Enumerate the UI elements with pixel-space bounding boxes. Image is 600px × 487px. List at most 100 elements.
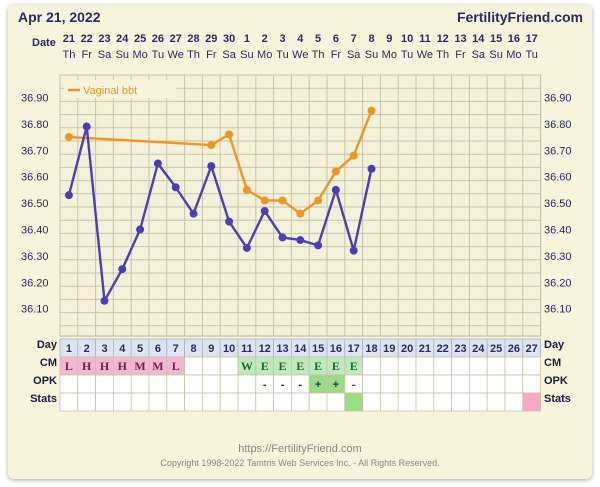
data-point-orange: [242, 185, 251, 194]
data-point-orange: [314, 196, 323, 205]
date-tick-label: 17: [526, 33, 538, 45]
day-number: 22: [437, 343, 449, 355]
opk-cell: [130, 374, 150, 394]
data-point-purple: [118, 265, 127, 274]
stats-cell: [451, 392, 470, 412]
cm-value: M: [134, 359, 145, 373]
day-number: 7: [173, 343, 179, 355]
date-tick-label: 30: [223, 33, 235, 45]
opk-cell: [184, 374, 203, 394]
date-row-label: Date: [32, 37, 56, 49]
data-point-orange: [278, 196, 287, 205]
stats-cell: [77, 392, 97, 412]
cm-cell: [468, 356, 488, 376]
stats-cell: [308, 392, 328, 412]
plot-area: 36.90 36.90 36.80 36.80 36.70 36.70 36.60 36.60…: [21, 74, 572, 337]
weekday-label: Fr: [206, 49, 217, 61]
cm-value: E: [296, 359, 304, 373]
data-point-purple: [260, 207, 269, 216]
y-tick-label-left: 36.50: [21, 198, 49, 210]
site-name: FertilityFriend.com: [457, 9, 583, 25]
weekday-label: Tu: [276, 49, 288, 61]
day-number: 1: [66, 343, 72, 355]
opk-value: +: [333, 379, 339, 391]
opk-cell: [59, 374, 79, 394]
cm-cell: [379, 356, 399, 376]
date-tick-label: 25: [134, 33, 146, 45]
day-number: 25: [490, 343, 502, 355]
day-number: 8: [190, 343, 196, 355]
data-point-purple: [136, 225, 145, 234]
weekday-label: Sa: [98, 49, 112, 61]
data-point-purple: [367, 164, 376, 173]
opk-cell: [522, 374, 541, 394]
day-number: 24: [472, 343, 485, 355]
stats-cell: [59, 392, 79, 412]
opk-value: -: [298, 379, 302, 391]
series-line-purple: [67, 125, 373, 302]
day-number: 2: [84, 343, 90, 355]
date-tick-label: 22: [81, 33, 93, 45]
weekday-label: Sa: [472, 49, 486, 61]
date-columns: 21Th22Fr23Sa24Su25Mo26Tu27We28Th29Fr30Sa…: [62, 33, 537, 61]
day-number: 11: [241, 343, 253, 355]
date-tick-label: 7: [351, 33, 357, 45]
opk-cell: [113, 374, 132, 394]
y-tick-label-left: 36.90: [21, 93, 49, 105]
data-point-purple: [349, 246, 358, 255]
cm-cell: [201, 356, 221, 376]
data-point-orange: [64, 133, 73, 142]
data-point-orange: [349, 151, 358, 160]
data-point-purple: [331, 185, 340, 194]
data-point-purple: [153, 159, 162, 168]
weekday-label: We: [292, 49, 308, 61]
day-number: 23: [454, 343, 466, 355]
y-tick-label-right: 36.30: [544, 251, 572, 263]
day-number: 21: [419, 343, 431, 355]
date-tick-label: 21: [63, 33, 75, 45]
cm-cell: [486, 356, 506, 376]
opk-cell: [237, 374, 257, 394]
stats-cell: [397, 392, 417, 412]
cm-value: W: [241, 359, 253, 373]
stats-cell: [113, 392, 132, 412]
day-number: 6: [155, 343, 161, 355]
weekday-label: Sa: [347, 49, 361, 61]
y-tick-label-right: 36.80: [544, 119, 572, 131]
opk-value: -: [263, 379, 267, 391]
stats-cell: [201, 392, 221, 412]
opk-row-label: OPK: [33, 375, 57, 387]
date-tick-label: 14: [472, 33, 485, 45]
stats-cell: [219, 392, 239, 412]
stats-cell: [166, 392, 186, 412]
opk-cell: [148, 374, 168, 394]
data-point-purple: [278, 233, 287, 242]
cm-cell: [184, 356, 203, 376]
y-tick-label-right: 36.90: [544, 93, 572, 105]
day-number: 10: [223, 343, 235, 355]
opk-value: +: [315, 379, 321, 391]
y-tick-label-right: 36.10: [544, 304, 572, 316]
day-number: 4: [119, 343, 126, 355]
opk-cell: [379, 374, 399, 394]
weekday-label: Th: [436, 49, 449, 61]
data-point-purple: [64, 191, 73, 200]
cm-value: M: [152, 359, 163, 373]
opk-value: -: [352, 379, 356, 391]
stats-cell: [504, 392, 524, 412]
cm-value: H: [82, 359, 92, 373]
day-number: 26: [508, 343, 520, 355]
data-point-purple: [100, 296, 109, 305]
opk-cell: [77, 374, 97, 394]
legend-box: [64, 80, 176, 98]
day-number: 27: [526, 343, 538, 355]
weekday-label: Tu: [525, 49, 537, 61]
opk-cell: [504, 374, 524, 394]
weekday-label: Th: [312, 49, 325, 61]
day-number: 16: [330, 343, 342, 355]
y-tick-label-right: 36.20: [544, 277, 572, 289]
opk-cell: [166, 374, 186, 394]
opk-cell: [468, 374, 488, 394]
cm-value: H: [100, 359, 110, 373]
day-number: 20: [401, 343, 413, 355]
